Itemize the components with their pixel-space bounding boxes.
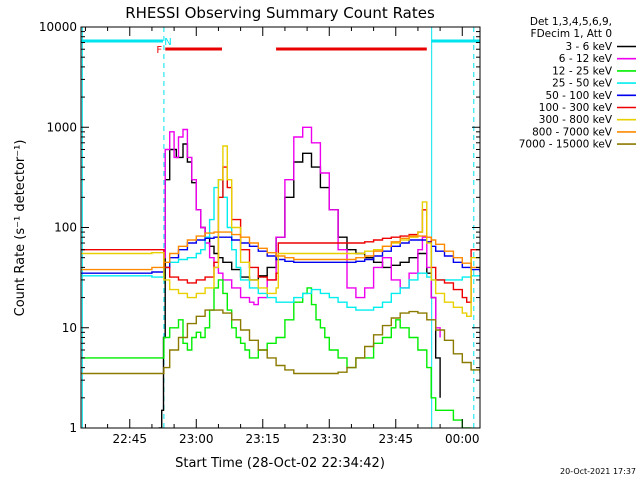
y-axis-label: Count Rate (s⁻¹ detector⁻¹)	[13, 140, 28, 317]
x-tick-label-2: 23:15	[245, 432, 280, 446]
x-tick-label-3: 23:30	[312, 432, 347, 446]
y-tick-label-3: 1000	[46, 120, 77, 134]
legend-label-0: 3 - 6 keV	[565, 41, 612, 53]
legend-header-line-1: FDecim 1, Att 0	[531, 28, 612, 40]
y-tick-label-1: 10	[62, 321, 77, 335]
series-line-6	[81, 145, 480, 317]
y-tick-label-2: 100	[54, 221, 77, 235]
series-line-8	[81, 309, 480, 375]
legend-label-3: 25 - 50 keV	[552, 78, 613, 90]
legend-label-5: 100 - 300 keV	[539, 102, 613, 114]
legend-label-1: 6 - 12 keV	[559, 53, 613, 65]
legend-label-7: 800 - 7000 keV	[532, 126, 613, 138]
y-tick-label-4: 10000	[39, 20, 77, 34]
series-line-5	[81, 166, 480, 303]
footer-date: 20-Oct-2021 17:37	[560, 467, 636, 476]
x-tick-label-4: 23:45	[378, 432, 413, 446]
x-axis-label: Start Time (28-Oct-02 22:34:42)	[175, 456, 385, 471]
plot-area: NF	[81, 27, 480, 428]
legend-label-8: 7000 - 15000 keV	[519, 139, 613, 151]
legend-header-line-0: Det 1,3,4,5,6,9,	[530, 16, 612, 28]
series-line-7	[81, 231, 480, 271]
series-line-2	[81, 279, 472, 428]
marker-label-F: F	[156, 45, 162, 56]
series-line-3	[81, 179, 480, 311]
legend-label-4: 50 - 100 keV	[545, 90, 612, 102]
legend: Det 1,3,4,5,6,9,FDecim 1, Att 03 - 6 keV…	[519, 16, 636, 151]
legend-label-2: 12 - 25 keV	[552, 65, 613, 77]
axes: 1 10 100 1000 10000 22:45 23:00 23:15 23:30 23:45…	[39, 20, 480, 446]
x-tick-label-1: 23:00	[179, 432, 214, 446]
chart-title: RHESSI Observing Summary Count Rates	[125, 4, 435, 22]
marker-label-N: N	[164, 37, 171, 48]
legend-label-6: 300 - 800 keV	[539, 114, 613, 126]
x-tick-label-0: 22:45	[112, 432, 147, 446]
x-tick-label-5: 00:00	[445, 432, 480, 446]
y-tick-label-0: 1	[69, 421, 77, 435]
